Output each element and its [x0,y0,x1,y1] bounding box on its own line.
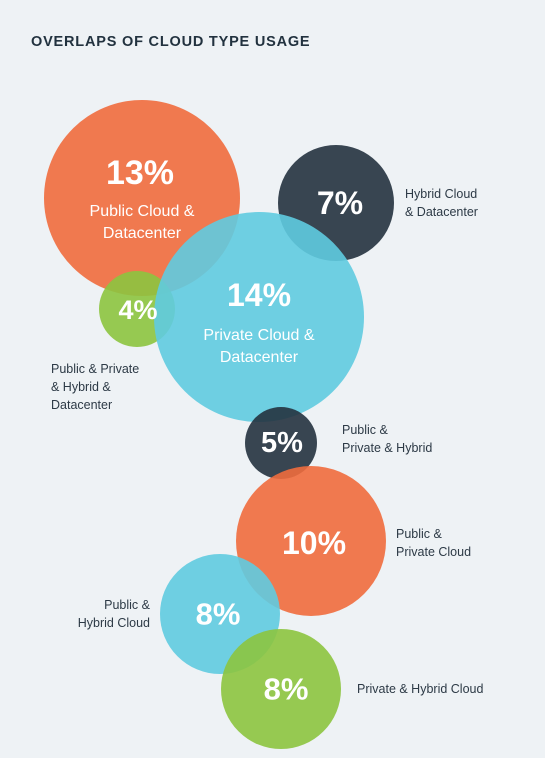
bubble-value-public-and-private-cloud: 10% [282,525,346,561]
bubble-private-cloud-and-datacenter [154,212,364,422]
bubble-label-public-and-hybrid-cloud: Public & Hybrid Cloud [78,598,151,630]
bubble-label-public-and-private-and-hybrid-and-datacenter: Public & Private & Hybrid & Datacenter [51,362,139,412]
bubble-label-public-and-private-cloud: Public & Private Cloud [396,527,471,559]
bubble-label-private-cloud-and-datacenter: Private Cloud & Datacenter [203,327,314,366]
bubble-value-public-cloud-and-datacenter: 13% [106,154,174,192]
bubble-value-private-and-hybrid-cloud: 8% [264,672,309,707]
bubble-value-public-and-hybrid-cloud: 8% [196,597,241,632]
bubble-public-and-private-cloud [236,466,386,616]
bubble-label-public-and-private-and-hybrid: Public & Private & Hybrid [342,423,432,455]
bubble-labels: 13% Public Cloud & Datacenter 7% Hybrid Clou… [51,154,483,707]
bubble-value-public-and-private-and-hybrid: 5% [261,427,303,459]
bubble-label-private-and-hybrid-cloud: Private & Hybrid Cloud [357,682,483,696]
bubble-label-hybrid-cloud-and-datacenter: Hybrid Cloud & Datacenter [405,187,478,219]
bubble-label-public-cloud-and-datacenter: Public Cloud & Datacenter [90,203,195,242]
chart-title: OVERLAPS OF CLOUD TYPE USAGE [31,34,311,50]
bubble-value-private-cloud-and-datacenter: 14% [227,277,291,313]
bubble-value-public-and-private-and-hybrid-and-datacenter: 4% [118,295,157,325]
bubble-private-and-hybrid-cloud [221,629,341,749]
bubble-public-and-private-and-hybrid [245,407,317,479]
bubble-value-hybrid-cloud-and-datacenter: 7% [317,185,363,221]
bubbles [44,100,394,749]
